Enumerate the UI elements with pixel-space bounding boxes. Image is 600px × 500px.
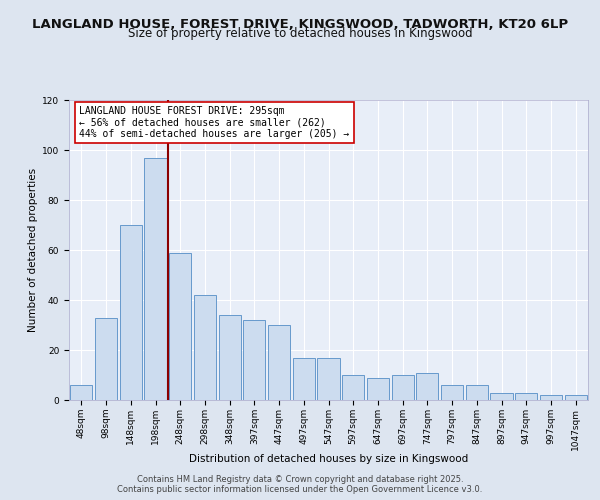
Bar	[194, 295, 216, 400]
Bar	[70, 385, 92, 400]
Bar	[243, 320, 265, 400]
Bar	[293, 358, 315, 400]
Y-axis label: Number of detached properties: Number of detached properties	[28, 168, 38, 332]
Bar	[119, 225, 142, 400]
Bar	[268, 325, 290, 400]
X-axis label: Distribution of detached houses by size in Kingswood: Distribution of detached houses by size …	[189, 454, 468, 464]
Text: Contains HM Land Registry data © Crown copyright and database right 2025.: Contains HM Land Registry data © Crown c…	[137, 474, 463, 484]
Bar	[95, 318, 117, 400]
Bar	[441, 385, 463, 400]
Bar	[169, 252, 191, 400]
Bar	[565, 395, 587, 400]
Bar	[392, 375, 414, 400]
Bar	[515, 392, 538, 400]
Text: Size of property relative to detached houses in Kingswood: Size of property relative to detached ho…	[128, 28, 472, 40]
Bar	[416, 372, 439, 400]
Bar	[540, 395, 562, 400]
Bar	[367, 378, 389, 400]
Bar	[466, 385, 488, 400]
Bar	[145, 158, 167, 400]
Text: Contains public sector information licensed under the Open Government Licence v3: Contains public sector information licen…	[118, 484, 482, 494]
Bar	[490, 392, 512, 400]
Bar	[317, 358, 340, 400]
Bar	[218, 315, 241, 400]
Text: LANGLAND HOUSE, FOREST DRIVE, KINGSWOOD, TADWORTH, KT20 6LP: LANGLAND HOUSE, FOREST DRIVE, KINGSWOOD,…	[32, 18, 568, 30]
Text: LANGLAND HOUSE FOREST DRIVE: 295sqm
← 56% of detached houses are smaller (262)
4: LANGLAND HOUSE FOREST DRIVE: 295sqm ← 56…	[79, 106, 350, 139]
Bar	[342, 375, 364, 400]
